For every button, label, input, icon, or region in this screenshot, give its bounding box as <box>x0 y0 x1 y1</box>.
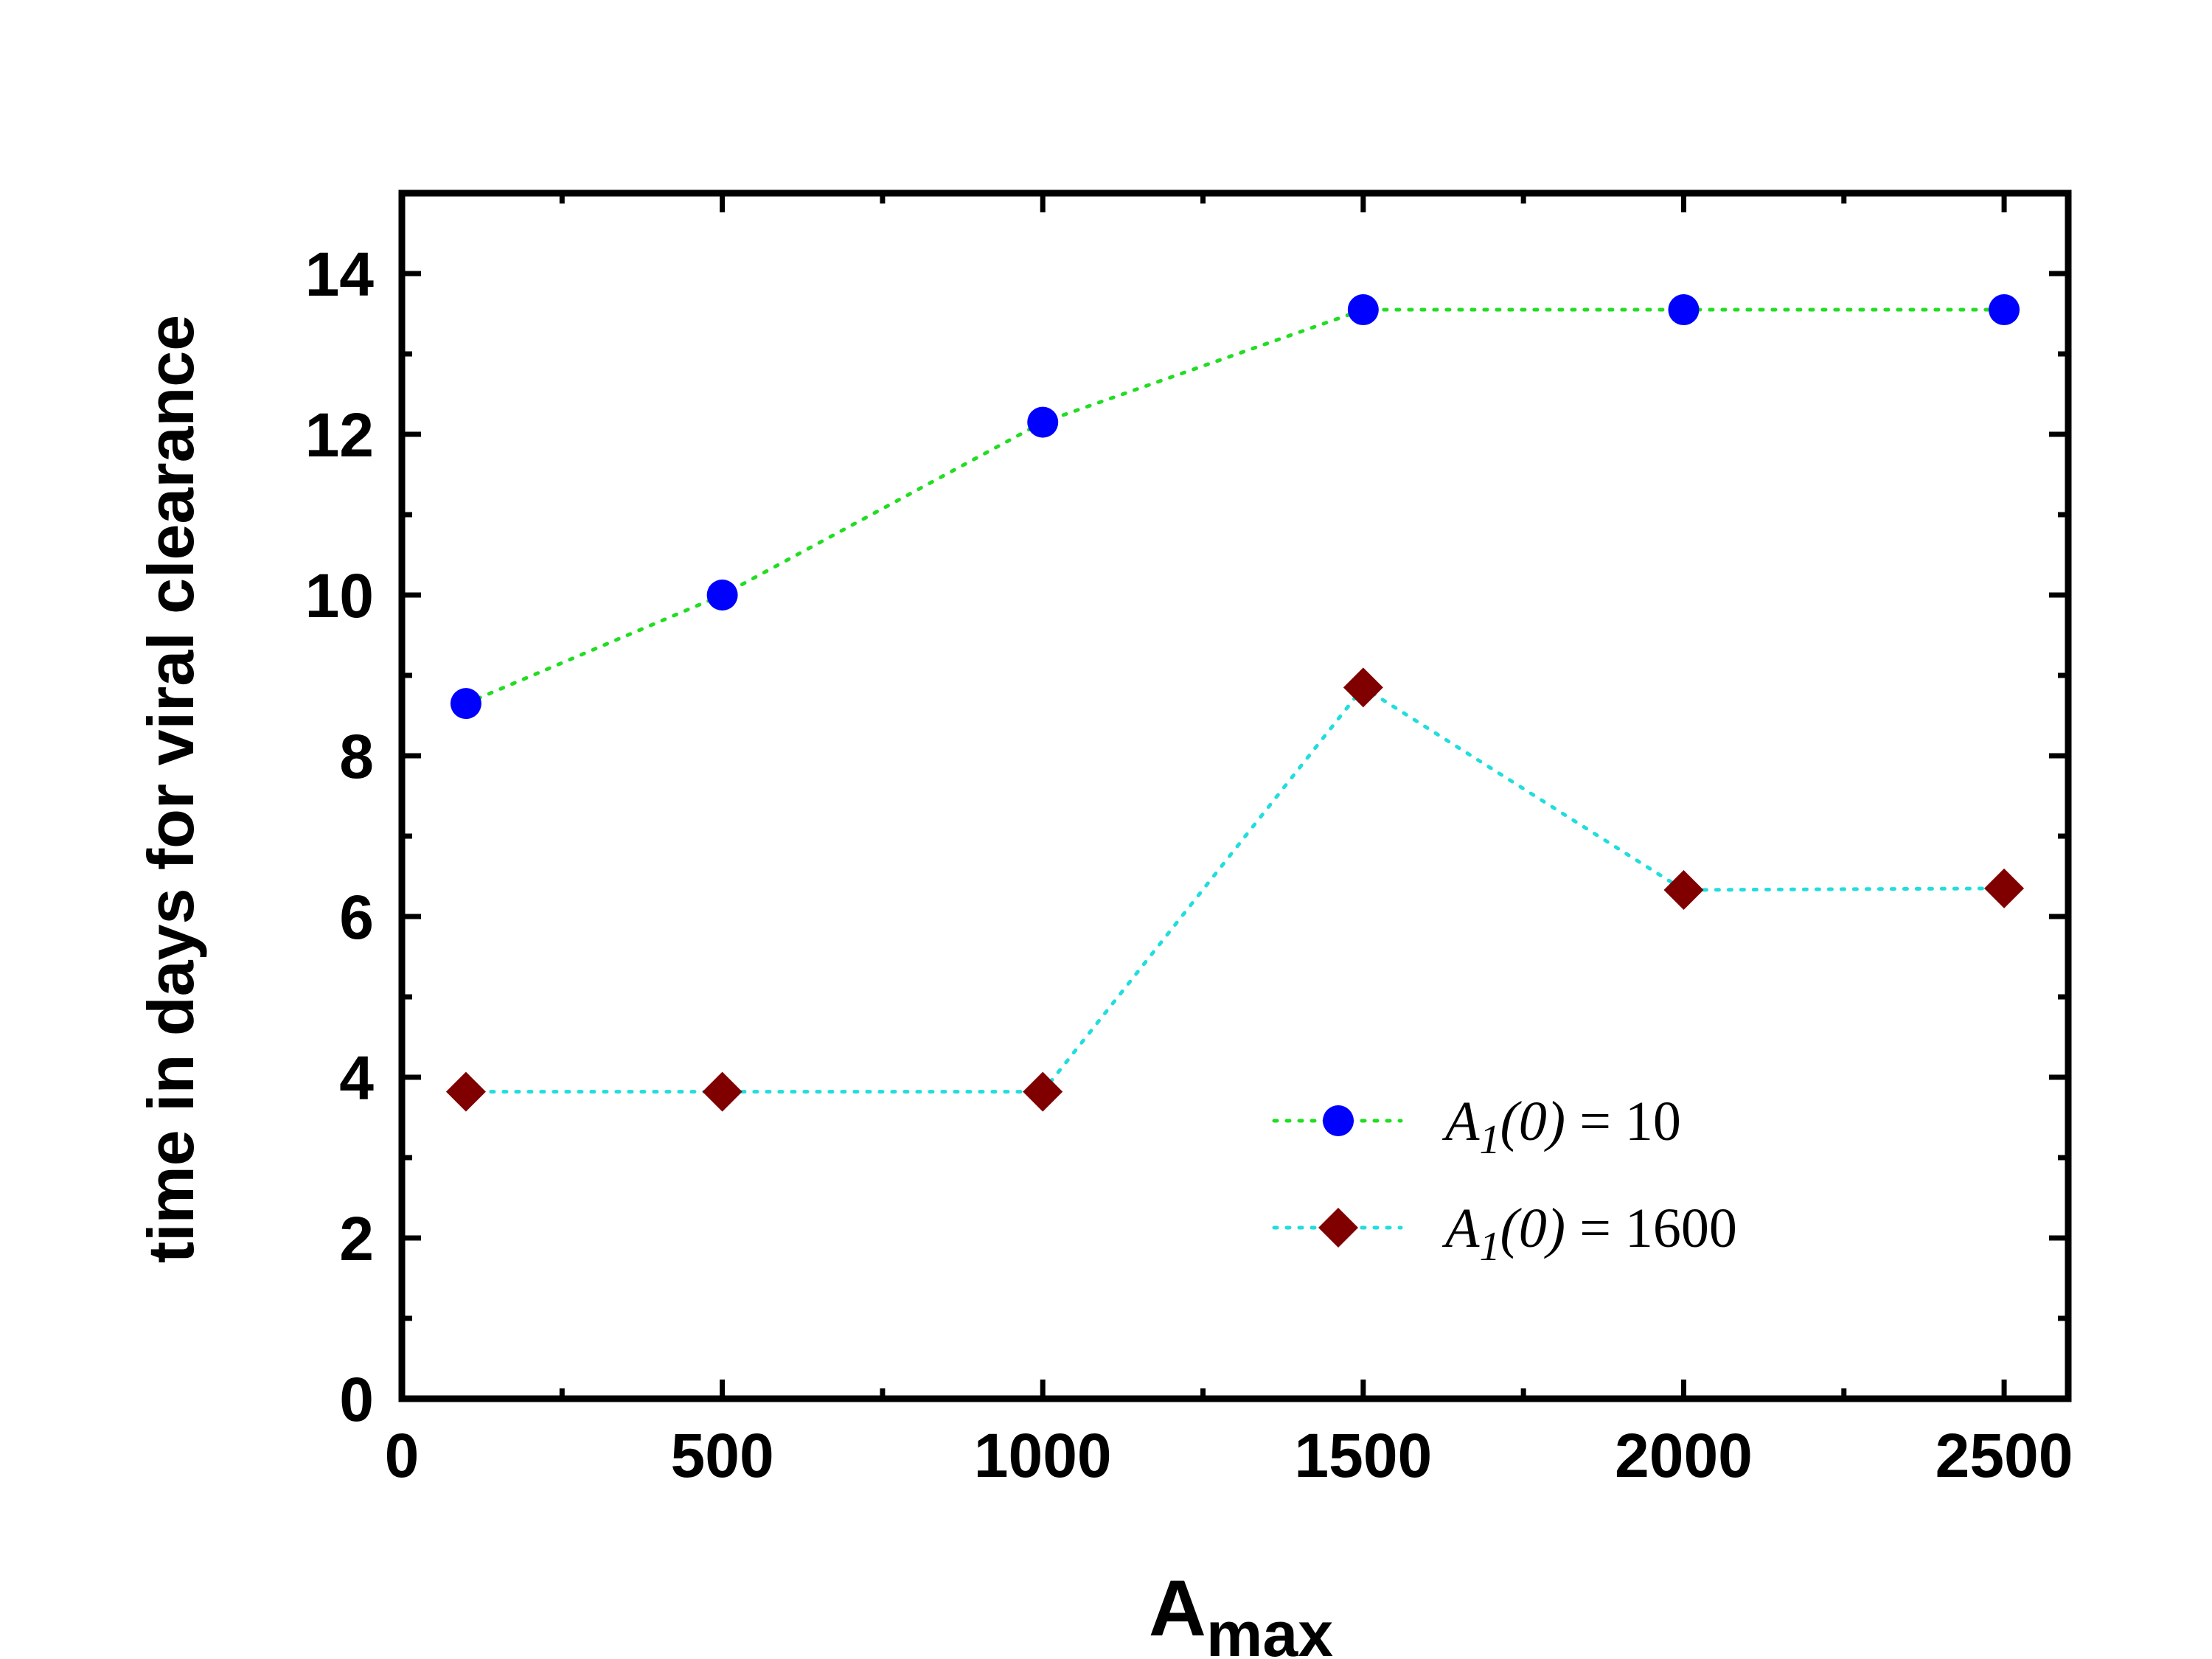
y-tick-label: 14 <box>305 240 375 309</box>
legend-marker-1 <box>1318 1208 1358 1248</box>
data-point-0-4 <box>1668 294 1700 326</box>
legend-label-0: A1(0) = 10 <box>1441 1091 1681 1163</box>
x-tick-label: 2000 <box>1615 1421 1753 1490</box>
data-point-1-4 <box>1663 870 1704 911</box>
series-markers <box>445 294 2025 1112</box>
data-point-0-3 <box>1347 294 1379 326</box>
data-point-1-0 <box>445 1071 486 1112</box>
data-point-0-0 <box>450 688 481 720</box>
y-axis-title: time in days for viral clearance <box>134 315 207 1263</box>
data-point-1-5 <box>1984 868 2025 908</box>
y-tick-label: 4 <box>339 1043 374 1113</box>
x-tick-label: 2500 <box>1935 1421 2073 1490</box>
y-tick-label: 6 <box>339 883 374 952</box>
x-tick-label: 1000 <box>974 1421 1112 1490</box>
data-point-0-1 <box>706 580 738 611</box>
x-tick-label: 1500 <box>1294 1421 1432 1490</box>
legend: A1(0) = 10 A1(0) = 1600 <box>1272 1091 1737 1270</box>
y-tick-label: 12 <box>305 400 374 470</box>
x-axis-title: Amax <box>1149 1563 1333 1659</box>
data-point-0-2 <box>1027 406 1059 438</box>
x-tick-label: 0 <box>385 1421 420 1490</box>
plot-frame <box>398 189 2072 1402</box>
x-tick-label: 500 <box>671 1421 774 1490</box>
data-point-1-2 <box>1023 1071 1063 1112</box>
y-tick-label: 0 <box>339 1365 374 1434</box>
y-tick-label: 2 <box>339 1204 374 1273</box>
y-tick-label: 8 <box>339 722 374 791</box>
legend-marker-0 <box>1323 1105 1354 1136</box>
series-line-0 <box>464 307 2006 706</box>
data-point-0-5 <box>1989 294 2020 326</box>
axis-ticks <box>399 190 2068 1402</box>
y-tick-label: 10 <box>305 561 374 630</box>
tick-labels: 0 500 1000 1500 2000 2500 0 2 4 6 8 10 12 14 <box>305 240 2073 1490</box>
legend-label-1: A1(0) = 1600 <box>1441 1197 1737 1270</box>
series-line-1 <box>464 685 2006 1094</box>
series-lines <box>464 307 2006 1094</box>
data-point-1-3 <box>1343 667 1383 708</box>
data-point-1-1 <box>702 1071 742 1112</box>
